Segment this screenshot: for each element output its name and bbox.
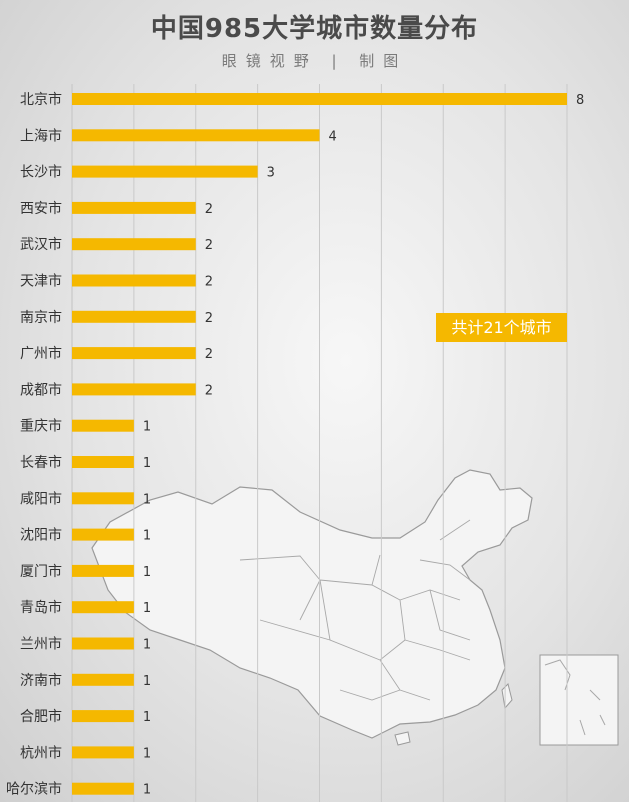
gridlines	[71, 84, 568, 802]
data-label: 8	[576, 93, 584, 108]
chart-subtitle: 眼镜视野 | 制图	[221, 52, 408, 70]
category-label: 哈尔滨市	[6, 781, 62, 798]
bar-row: 重庆市 1	[20, 418, 151, 435]
chart-title: 中国985大学城市数量分布	[150, 14, 479, 44]
bar	[72, 746, 134, 759]
data-label: 2	[205, 238, 213, 253]
bar-row: 合肥市 1	[20, 708, 151, 725]
data-label: 1	[143, 674, 151, 689]
bar	[72, 238, 196, 251]
china-map-outline	[91, 469, 533, 739]
bar	[72, 673, 134, 686]
data-label: 1	[143, 638, 151, 653]
hainan-island	[394, 731, 411, 746]
data-label: 2	[205, 202, 213, 217]
bar	[72, 383, 196, 396]
bar-row: 兰州市 1	[20, 636, 151, 653]
bar	[72, 528, 134, 541]
bar	[72, 93, 567, 105]
bar-row: 沈阳市 1	[20, 527, 151, 544]
data-label: 2	[205, 383, 213, 398]
category-label: 武汉市	[20, 236, 62, 253]
bar	[72, 129, 320, 142]
bar	[72, 782, 134, 795]
category-label: 重庆市	[20, 418, 62, 435]
bar-row: 广州市 2	[20, 345, 213, 362]
category-label: 成都市	[20, 381, 62, 398]
bar-row: 长沙市 3	[20, 164, 275, 181]
bar-row: 长春市 1	[20, 454, 151, 471]
category-label: 长沙市	[20, 164, 62, 181]
bar	[72, 564, 134, 577]
category-label: 广州市	[20, 345, 62, 362]
bar	[72, 347, 196, 360]
bars: 北京市 8 上海市 4 长沙市 3 西安市 2 武汉市 2 天津市 2 南京市 2 广州市 2 成都市 2 重庆市 1…	[6, 91, 584, 798]
bar-row: 咸阳市 1	[20, 490, 151, 507]
bar-row: 青岛市 1	[20, 599, 151, 616]
data-label: 1	[143, 456, 151, 471]
category-label: 沈阳市	[20, 527, 62, 544]
data-label: 3	[267, 166, 275, 181]
data-label: 2	[205, 347, 213, 362]
bar-row: 西安市 2	[20, 200, 213, 217]
bar-row: 北京市 8	[20, 91, 584, 108]
south-china-sea-inset	[539, 654, 619, 746]
category-label: 天津市	[20, 273, 62, 290]
category-label: 合肥市	[20, 708, 62, 725]
taiwan-island	[501, 683, 513, 710]
bar	[72, 165, 258, 178]
bar	[72, 637, 134, 650]
data-label: 1	[143, 783, 151, 798]
bar-row: 上海市 4	[20, 127, 337, 144]
category-label: 青岛市	[20, 599, 62, 616]
bar	[72, 201, 196, 214]
data-label: 1	[143, 710, 151, 725]
south-china-sea-inset-coast	[544, 659, 606, 736]
bar-row: 杭州市 1	[20, 744, 151, 761]
china-map-province-lines	[239, 519, 471, 701]
data-label: 1	[143, 565, 151, 580]
data-label: 4	[329, 129, 337, 144]
category-label: 西安市	[20, 200, 62, 217]
category-label: 杭州市	[20, 744, 62, 761]
category-label: 长春市	[20, 454, 62, 471]
data-label: 1	[143, 420, 151, 435]
bar-row: 济南市 1	[20, 672, 151, 689]
bar	[72, 492, 134, 505]
bar-row: 南京市 2	[20, 309, 213, 326]
bar	[72, 710, 134, 723]
bar-row: 哈尔滨市 1	[6, 781, 151, 798]
bar-row: 天津市 2	[20, 273, 213, 290]
category-label: 上海市	[20, 127, 62, 144]
total-cities-badge: 共计21个城市	[436, 313, 567, 342]
data-label: 1	[143, 601, 151, 616]
bar	[72, 310, 196, 323]
data-label: 1	[143, 529, 151, 544]
bar	[72, 601, 134, 614]
bar-row: 厦门市 1	[20, 563, 151, 580]
bar	[72, 274, 196, 287]
category-label: 厦门市	[20, 563, 62, 580]
category-label: 济南市	[20, 672, 62, 689]
category-label: 南京市	[20, 309, 62, 326]
bar	[72, 419, 134, 432]
data-label: 2	[205, 275, 213, 290]
data-label: 1	[143, 746, 151, 761]
bar-row: 成都市 2	[20, 381, 213, 398]
data-label: 2	[205, 311, 213, 326]
china-map-background	[91, 469, 619, 746]
category-label: 北京市	[20, 91, 62, 108]
category-label: 咸阳市	[20, 490, 62, 507]
bar	[72, 456, 134, 468]
bar-row: 武汉市 2	[20, 236, 213, 253]
data-label: 1	[143, 492, 151, 507]
category-label: 兰州市	[20, 636, 62, 653]
